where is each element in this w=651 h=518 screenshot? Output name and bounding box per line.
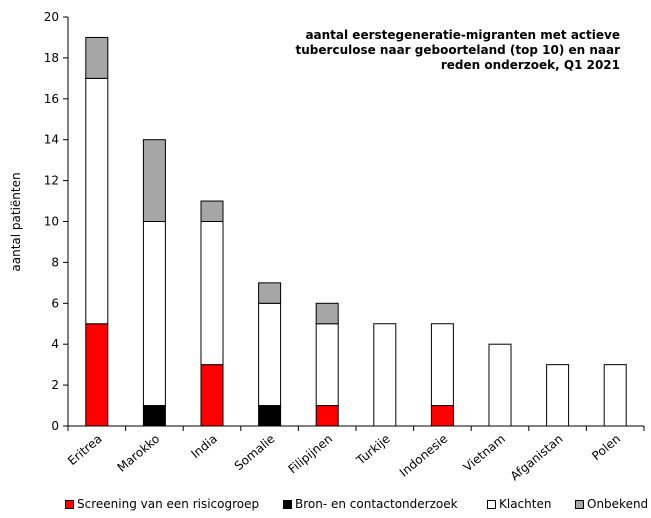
x-tick-label: Somalie: [232, 432, 278, 474]
bar-segment-2: [258, 405, 282, 427]
bar-segment-3: [258, 302, 282, 407]
y-tick-label: 2: [51, 378, 59, 392]
y-tick-label: 12: [44, 174, 59, 188]
legend-label: Onbekend: [587, 497, 649, 511]
plot-area: 0 2 4 6 8 10 12 14 16 18 20 Eritrea Marokko India Soma…: [44, 10, 645, 484]
bar-segment-3: [85, 77, 109, 325]
bar-segment-1: [200, 364, 224, 427]
bar-segment-3: [200, 221, 224, 366]
x-tick-label: Afganistan: [508, 432, 566, 484]
legend: Screening van een risicogroep Bron- en co…: [65, 497, 651, 513]
bar-segment-4: [85, 36, 109, 79]
chart-title: aantal eerstegeneratie-migranten met act…: [296, 28, 621, 72]
bar-segment-1: [430, 405, 454, 427]
x-tick-label: Turkije: [353, 432, 393, 468]
y-tick-label: 6: [51, 296, 59, 310]
y-tick-label: 20: [44, 10, 59, 24]
x-tick-label: Polen: [589, 432, 623, 464]
x-tick-label: Eritrea: [65, 432, 105, 468]
legend-swatch: [283, 499, 292, 509]
bar-segment-1: [315, 405, 339, 427]
y-axis-label: aantal patiënten: [9, 172, 23, 271]
y-tick-label: 18: [44, 51, 59, 65]
legend-item: Klachten: [487, 497, 551, 511]
bar-segment-3: [315, 323, 339, 407]
legend-swatch: [575, 499, 584, 509]
bar-segment-3: [603, 364, 627, 427]
chart-title-line-1: aantal eerstegeneratie-migranten met act…: [305, 28, 620, 42]
bar-segment-3: [546, 364, 570, 427]
bar-segment-3: [373, 323, 397, 427]
bar-segment-3: [430, 323, 454, 407]
legend-label: Bron- en contactonderzoek: [295, 497, 458, 511]
bar-segment-4: [315, 302, 339, 325]
bar-segment-1: [85, 323, 109, 427]
y-tick-label: 8: [51, 255, 59, 269]
x-tick-label: Indonesie: [397, 432, 450, 480]
legend-label: Screening van een risicogroep: [77, 497, 260, 511]
y-tick-label: 4: [51, 337, 59, 351]
legend-item: Onbekend: [575, 497, 648, 511]
x-tick-label: Vietnam: [461, 432, 508, 475]
x-tick-label: India: [188, 432, 220, 462]
bar-segment-4: [258, 282, 282, 304]
y-tick-label: 0: [51, 419, 59, 433]
bar-segment-4: [142, 139, 166, 222]
x-tick-label: Marokko: [115, 432, 163, 475]
legend-swatch: [65, 499, 74, 509]
y-tick-label: 16: [44, 92, 59, 106]
bar-segment-3: [488, 343, 512, 427]
chart: aantal eerstegeneratie-migranten met act…: [9, 10, 645, 484]
legend-swatch: [487, 499, 496, 509]
legend-item: Bron- en contactonderzoek: [283, 497, 458, 511]
legend-label: Klachten: [499, 497, 552, 511]
y-tick-label: 14: [44, 133, 59, 147]
chart-title-line-3: reden onderzoek, Q1 2021: [441, 58, 620, 72]
legend-item: Screening van een risicogroep: [65, 497, 259, 511]
chart-title-line-2: tuberculose naar geboorteland (top 10) e…: [296, 43, 621, 57]
bar-segment-4: [200, 200, 224, 223]
bar-segment-3: [142, 221, 166, 407]
bar-segment-2: [142, 405, 166, 427]
x-tick-label: Filipijnen: [286, 432, 336, 477]
y-tick-label: 10: [44, 215, 59, 229]
